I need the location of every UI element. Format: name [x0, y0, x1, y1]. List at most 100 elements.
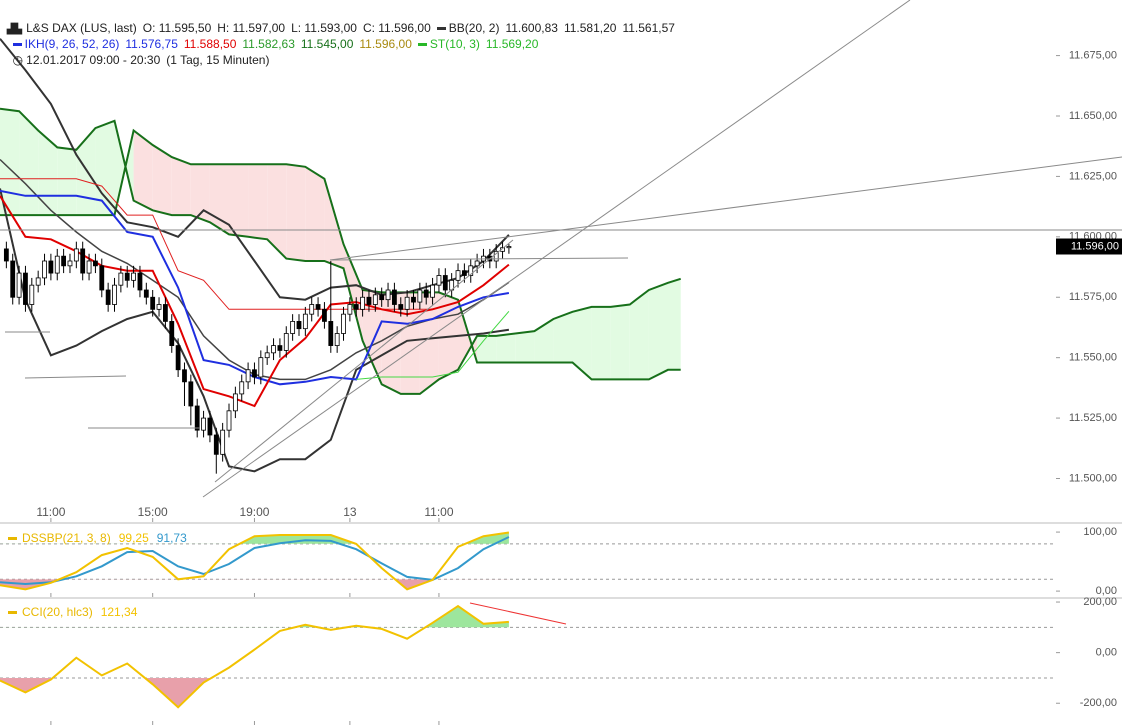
candle-body	[366, 296, 372, 305]
candle-body	[112, 284, 117, 305]
cloud-fill	[515, 331, 535, 363]
y-tick-label: 11.575,00	[1069, 291, 1117, 303]
interval: (1 Tag, 15 Minuten)	[166, 53, 270, 67]
candle-body	[404, 296, 410, 310]
y-tick-label: 100,00	[1083, 526, 1117, 538]
candle-body	[220, 429, 226, 455]
panel-title: CCI(20, hlc3)	[22, 605, 93, 619]
cloud-fill	[38, 130, 58, 216]
cloud-fill	[267, 164, 287, 259]
cloud-fill	[324, 178, 344, 269]
candle-body	[302, 313, 308, 330]
cloud-line	[0, 107, 682, 395]
cloud-fill	[534, 319, 554, 363]
candle-body	[353, 304, 359, 310]
candle-body	[245, 369, 251, 383]
cloud-fill	[668, 278, 681, 370]
trendline	[202, 0, 911, 498]
header-line-1: ▟▙ L&S DAX (LUS, last) O: 11.595,50 H: 11.5…	[0, 4, 681, 38]
candle-body	[213, 434, 219, 455]
y-tick-label: 0,00	[1096, 585, 1117, 597]
candle-body	[105, 289, 111, 305]
candle-body	[29, 284, 35, 305]
candle-body	[3, 248, 9, 262]
trendline	[329, 257, 629, 261]
cloud-fill	[305, 166, 325, 261]
candle-body	[392, 289, 397, 305]
candle-body	[258, 357, 264, 378]
series-value-label: 99,25	[119, 531, 149, 545]
candle-body	[360, 296, 366, 310]
series-value-label: 91,73	[157, 531, 187, 545]
cloud-fill	[381, 292, 401, 394]
candle-body	[80, 248, 86, 274]
candle-body	[23, 272, 28, 305]
candle-body	[131, 272, 136, 281]
cloud-fill	[496, 333, 516, 363]
cloud-fill	[248, 164, 268, 240]
close: C: 11.596,00	[362, 21, 431, 35]
bb-value: 11.581,20	[563, 21, 617, 35]
candle-body	[417, 289, 423, 303]
candle-body	[232, 393, 238, 412]
candle-body	[322, 308, 327, 322]
candle-body	[442, 275, 448, 291]
y-tick-label: 0,00	[1096, 647, 1117, 659]
panel-title: DSSBP(21, 3, 8)	[22, 531, 111, 545]
y-tick-label: 11.550,00	[1069, 352, 1117, 364]
candle-body	[468, 265, 474, 276]
candle-body	[175, 345, 181, 371]
candle-body	[137, 272, 143, 291]
candle-body	[156, 304, 162, 310]
candle-body	[474, 260, 480, 267]
candle-body	[398, 304, 404, 310]
candle-body	[201, 417, 206, 431]
candle-body	[118, 272, 124, 286]
candle-body	[334, 333, 340, 346]
candle-body	[271, 345, 276, 354]
candle-body	[10, 260, 16, 298]
level-fill	[0, 532, 509, 544]
candle-body	[493, 250, 499, 262]
indicator-line	[0, 536, 510, 586]
cloud-fill	[0, 108, 20, 216]
open: O: 11.595,50	[142, 21, 212, 35]
cloud-fill	[95, 120, 115, 216]
candle-body	[341, 313, 346, 334]
horizontal-line	[24, 375, 127, 379]
ikh-value: 11.588,50	[183, 37, 237, 51]
y-tick-label: 200,00	[1083, 596, 1117, 608]
candle-body	[16, 272, 22, 298]
ikh-label: IKH(9, 26, 52, 26)	[24, 37, 120, 51]
cloud-fill	[19, 111, 39, 216]
period: 12.01.2017 09:00 - 20:30	[26, 53, 161, 67]
candle-body	[436, 275, 442, 286]
candle-body	[347, 304, 353, 315]
bb-value: 11.561,57	[622, 21, 675, 35]
candle-body	[42, 260, 47, 279]
candle-body	[67, 260, 73, 267]
candle-body	[455, 270, 461, 281]
candle-body	[169, 321, 175, 346]
candle-body	[207, 417, 213, 436]
cloud-fill	[400, 292, 420, 394]
legend-swatch	[8, 611, 17, 614]
cloud-fill	[190, 164, 210, 223]
y-tick-label: 11.675,00	[1069, 49, 1117, 61]
candle-body	[283, 333, 289, 351]
candle-body	[423, 289, 429, 298]
candle-body	[315, 304, 321, 310]
candle-body	[93, 260, 98, 267]
candle-body	[73, 248, 79, 262]
cloud-fill	[286, 164, 306, 261]
ikh-value: 11.545,00	[300, 37, 354, 51]
chart-icon: ▟▙	[6, 24, 23, 35]
clock-icon: ◷	[12, 53, 24, 67]
cloud-fill	[57, 147, 77, 216]
header-line-2: IKH(9, 26, 52, 26) 11.576,75 11.588,50 11.5…	[6, 20, 544, 52]
candle-body	[264, 352, 270, 359]
bb-label: BB(20, 2)	[448, 21, 500, 35]
indicator-line	[0, 38, 510, 301]
